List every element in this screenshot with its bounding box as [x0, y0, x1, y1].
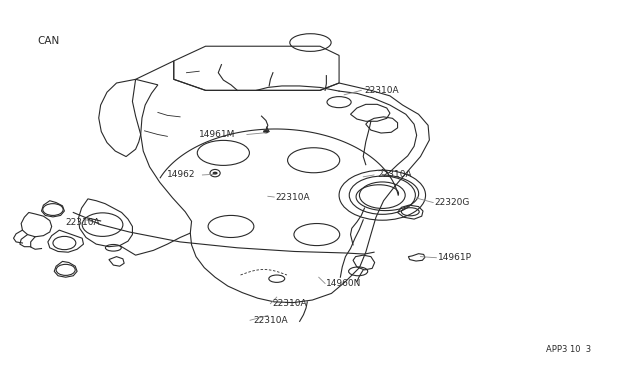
Text: 22310A: 22310A [275, 193, 310, 202]
Text: 14960N: 14960N [326, 279, 362, 288]
Text: 22310A: 22310A [66, 218, 100, 227]
Text: 22310A: 22310A [272, 299, 307, 308]
Text: 22310A: 22310A [365, 86, 399, 95]
Text: 14961P: 14961P [438, 253, 472, 262]
Text: 14962: 14962 [168, 170, 196, 179]
Circle shape [264, 130, 269, 133]
Text: 22310A: 22310A [253, 316, 288, 325]
Text: APP3 10  3: APP3 10 3 [546, 345, 591, 354]
Text: 14961M: 14961M [199, 130, 236, 139]
Text: CAN: CAN [37, 36, 60, 46]
Text: 22320G: 22320G [435, 198, 470, 207]
Text: 22310A: 22310A [377, 170, 412, 179]
Circle shape [212, 171, 218, 174]
